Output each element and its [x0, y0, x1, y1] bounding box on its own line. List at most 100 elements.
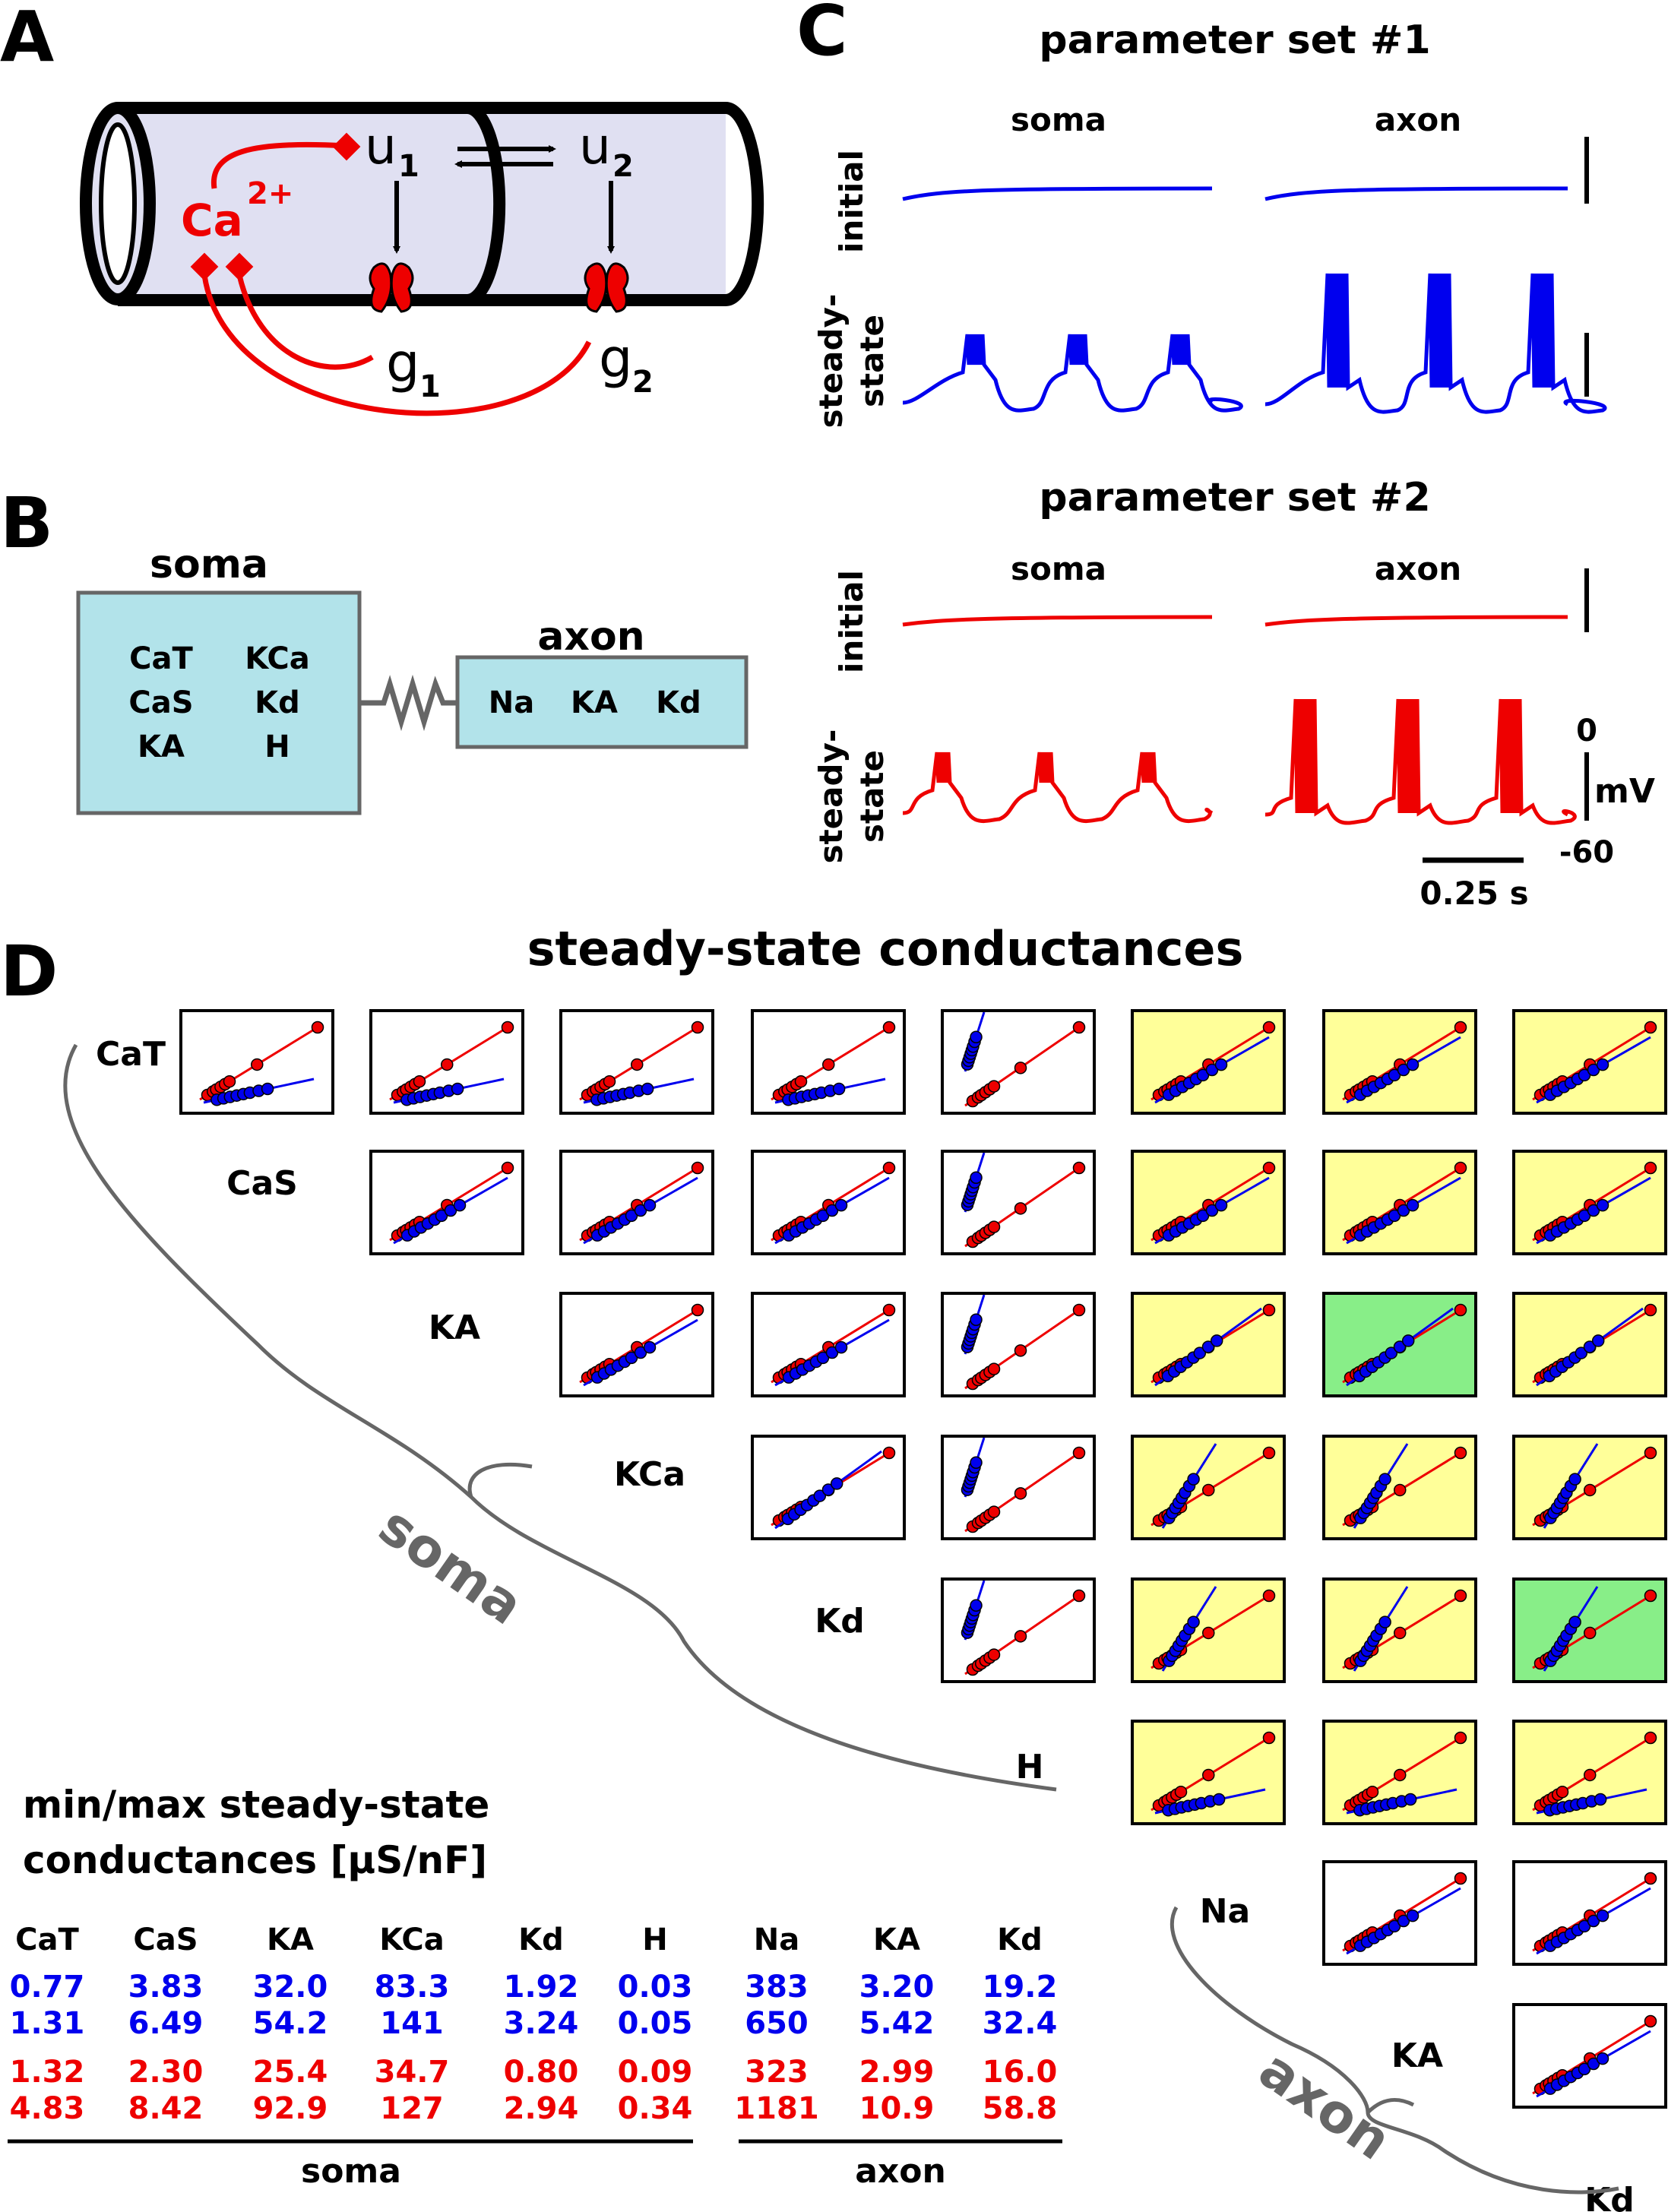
row-label-kd-axon: Kd [1584, 2181, 1635, 2212]
red-point [794, 1074, 808, 1088]
red-point [1072, 1446, 1086, 1460]
blue-point [1404, 1793, 1417, 1806]
red-min-cell: 2.99 [859, 2055, 935, 2090]
scatter-cell [751, 1009, 906, 1115]
red-point [1644, 1446, 1657, 1460]
panel-b-compartment-model: soma CaT KCa CaS Kd KA H axon Na KA Kd [76, 542, 749, 815]
red-point [1394, 1768, 1407, 1782]
red-max-cell: 1181 [734, 2091, 818, 2126]
blue-point [834, 1340, 848, 1354]
vscale-top-label: 0 [1576, 714, 1597, 748]
red-point [1454, 1161, 1467, 1175]
red-point [631, 1058, 644, 1071]
blue-point [970, 1171, 983, 1185]
panel-letter-c: C [796, 0, 848, 71]
scatter-cell [1131, 1009, 1286, 1115]
scatter-cell [941, 1292, 1096, 1397]
red-point [987, 1648, 1001, 1661]
scatter-cell-frame [941, 1578, 1096, 1683]
scatter-cell [941, 1150, 1096, 1255]
scatter-matrix [179, 1009, 1667, 2109]
set1-initial-label: initial [833, 150, 870, 253]
set1-soma-steady-trace [902, 334, 1243, 413]
blue-max-cell: 6.49 [128, 2006, 204, 2041]
blue-point [1401, 1334, 1415, 1347]
scatter-cell [751, 1150, 906, 1255]
blue-max-cell: 1.31 [10, 2006, 85, 2041]
u1-label: u [365, 117, 397, 176]
set2-axon-label: axon [1375, 550, 1461, 587]
red-min-cell: 34.7 [375, 2055, 450, 2090]
blue-point [643, 1198, 657, 1212]
blue-point [1575, 1347, 1588, 1359]
red-point [1454, 1731, 1467, 1745]
red-point [1262, 1731, 1276, 1745]
blue-point [1568, 1615, 1581, 1628]
set2-soma-steady-trace [902, 752, 1214, 824]
blue-min-cell: 0.03 [618, 1970, 693, 2005]
scatter-cell [1131, 1720, 1286, 1825]
set2-steady-label-2: state [853, 750, 891, 843]
red-point [987, 1220, 1001, 1233]
row-label-h: H [1016, 1748, 1044, 1786]
red-point [1262, 1303, 1276, 1317]
soma-channel-cas: CaS [128, 685, 193, 720]
red-point [223, 1074, 236, 1088]
vscale-bottom-label: -60 [1559, 835, 1614, 870]
row-label-na: Na [1200, 1892, 1251, 1931]
red-max-cell: 0.34 [618, 2091, 693, 2126]
scatter-cell [1512, 1009, 1667, 1115]
row-label-kd-soma: Kd [815, 1602, 865, 1641]
soma-channel-kca: KCa [245, 641, 310, 676]
red-point [1262, 1161, 1276, 1175]
soma-channel-h: H [264, 729, 290, 764]
blue-point [1378, 1473, 1391, 1486]
blue-max-cell: 54.2 [253, 2006, 328, 2041]
red-point [1584, 1483, 1597, 1497]
scatter-cell [941, 1435, 1096, 1540]
red-point [1262, 1446, 1276, 1460]
red-point [1644, 1872, 1657, 1885]
soma-group-brace [63, 1043, 1057, 1792]
red-point [691, 1303, 704, 1317]
vscale-unit-label: mV [1594, 772, 1655, 811]
scatter-cell [1512, 1435, 1667, 1540]
set2-soma-initial-trace [902, 615, 1213, 627]
set1-title: parameter set #1 [1039, 17, 1430, 63]
red-point [987, 1505, 1001, 1518]
u1-subscript: 1 [398, 149, 419, 184]
row-label-cas: CaS [226, 1164, 298, 1203]
panel-d-conductance-grid: steady-state conductances CaT CaS KA KCa… [63, 921, 1667, 2212]
blue-point [1594, 1793, 1607, 1806]
red-min-cell: 0.09 [618, 2055, 693, 2090]
blue-point [1193, 1347, 1207, 1359]
scatter-cell [941, 1009, 1096, 1115]
red-point [987, 1362, 1001, 1375]
blue-point [1201, 1340, 1215, 1353]
conductance-table: min/max steady-state conductances [µS/nF… [8, 1783, 1062, 2191]
red-max-cell: 92.9 [253, 2091, 328, 2126]
row-label-cat: CaT [96, 1035, 166, 1074]
col-header-na: Na [754, 1922, 799, 1957]
scatter-cell [1322, 1009, 1477, 1115]
red-max-cell: 4.83 [10, 2091, 85, 2126]
scatter-cell [559, 1292, 714, 1397]
blue-point [261, 1082, 274, 1096]
red-point [1644, 1303, 1657, 1317]
soma-channel-ka: KA [138, 729, 185, 764]
set2-initial-label: initial [833, 570, 870, 673]
scatter-cell [1131, 1150, 1286, 1255]
scatter-cell [751, 1292, 906, 1397]
table-group-axon: axon [855, 2152, 946, 2191]
red-point [1072, 1161, 1086, 1175]
blue-max-cell: 5.42 [859, 2006, 935, 2041]
blue-point [1568, 1473, 1581, 1486]
red-point [251, 1058, 264, 1071]
blue-max-cell: 141 [380, 2006, 444, 2041]
set1-steady-label-2: state [853, 315, 891, 407]
table-group-soma: soma [301, 2152, 401, 2191]
blue-min-cell: 32.0 [253, 1970, 328, 2005]
red-point [501, 1021, 514, 1034]
set1-axon-initial-trace [1264, 186, 1568, 201]
red-point [1454, 1021, 1467, 1034]
